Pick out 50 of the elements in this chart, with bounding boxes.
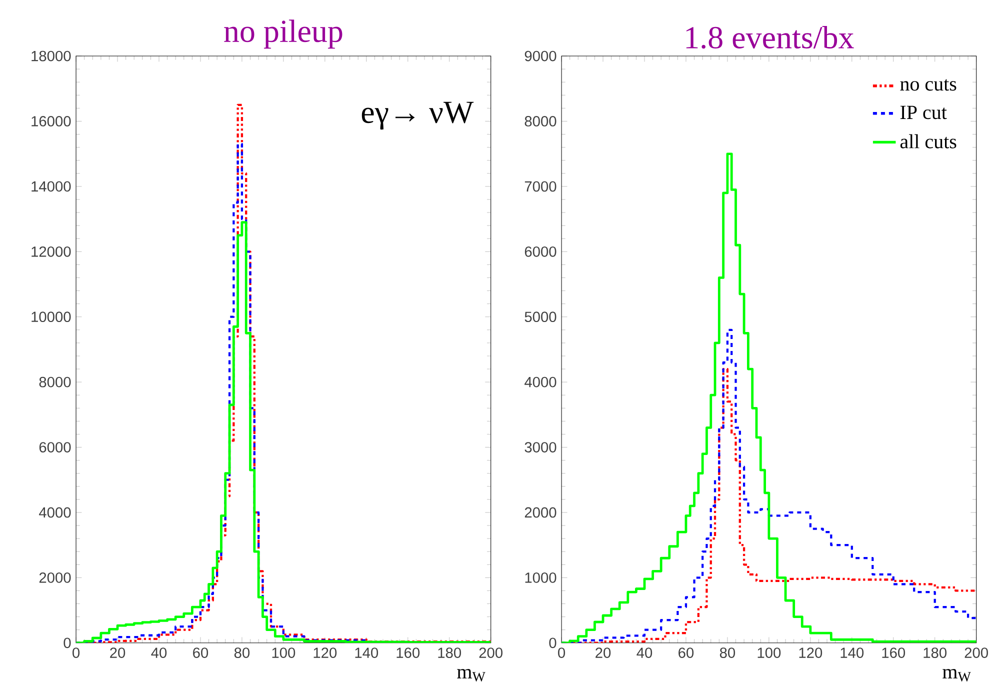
- y-tick-label: 0: [549, 638, 556, 648]
- x-tick-label: 200: [964, 648, 988, 658]
- y-tick-label: 2000: [39, 572, 71, 584]
- y-tick-label: 8000: [39, 377, 71, 388]
- annotation: eγ→ νW: [362, 102, 474, 130]
- x-tick-label: 40: [636, 648, 652, 658]
- y-tick-label: 10000: [32, 312, 71, 322]
- x-tick-label: 100: [272, 648, 296, 658]
- x-tick-label: 80: [234, 648, 250, 658]
- x-tick-label: 60: [678, 648, 694, 658]
- y-tick-label: 6000: [39, 442, 71, 453]
- chart-title: 1.8 events/bx: [686, 26, 854, 49]
- y-tick-label: 16000: [32, 116, 71, 127]
- x-tick-label: 20: [596, 648, 611, 658]
- x-tick-label: 0: [558, 648, 566, 658]
- y-tick-label: 1000: [525, 572, 556, 584]
- x-tick-label: 80: [720, 648, 736, 658]
- y-tick-label: 5000: [524, 312, 556, 322]
- x-axis-title: m$_{W}$: [457, 669, 486, 682]
- y-tick-label: 2000: [524, 508, 556, 518]
- y-tick-label: 14000: [32, 181, 71, 192]
- legend-label: no cuts: [900, 79, 956, 91]
- x-tick-label: 200: [479, 648, 502, 658]
- x-tick-label: 160: [882, 648, 906, 658]
- x-tick-label: 120: [314, 648, 337, 658]
- y-tick-label: 7000: [524, 181, 556, 192]
- y-tick-label: 8000: [524, 116, 556, 127]
- y-tick-label: 4000: [39, 508, 71, 518]
- legend-label: all cuts: [900, 134, 956, 149]
- y-tick-label: 4000: [524, 377, 556, 388]
- legend-label: IP cut: [900, 106, 947, 120]
- y-tick-label: 18000: [32, 51, 71, 62]
- x-tick-label: 160: [396, 648, 420, 658]
- y-tick-label: 3000: [524, 442, 556, 453]
- x-tick-label: 180: [438, 648, 462, 658]
- x-tick-label: 0: [72, 648, 80, 658]
- y-tick-label: 6000: [524, 246, 556, 258]
- chart-title: no pileup: [224, 20, 342, 49]
- y-tick-label: 12000: [32, 246, 71, 258]
- y-tick-label: 0: [64, 638, 71, 648]
- x-tick-label: 40: [151, 648, 167, 658]
- x-tick-label: 140: [840, 648, 864, 658]
- x-tick-label: 60: [193, 648, 208, 658]
- x-tick-label: 140: [355, 648, 378, 658]
- y-tick-label: 9000: [524, 51, 556, 62]
- x-tick-label: 20: [110, 648, 126, 658]
- x-tick-label: 120: [799, 648, 822, 658]
- x-tick-label: 100: [758, 648, 781, 658]
- x-axis-title: m$_{W}$: [942, 669, 971, 682]
- x-tick-label: 180: [924, 648, 946, 658]
